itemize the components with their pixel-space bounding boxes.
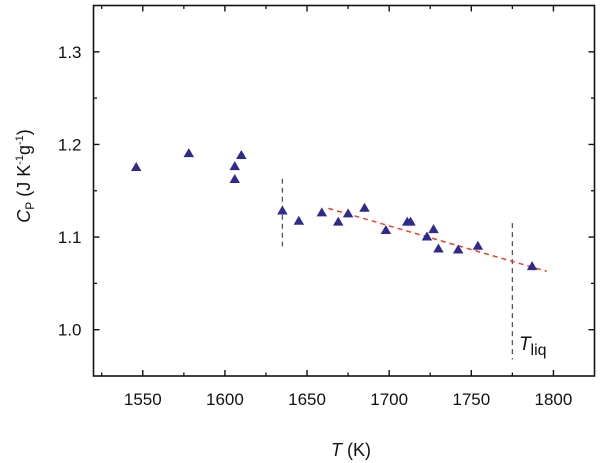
y-axis-ticks: 1.0 1.1 1.2 1.3	[58, 43, 595, 340]
triangle-marker-icon	[405, 216, 416, 226]
linear-fit-line	[328, 207, 548, 273]
x-axis-title: T (K)	[331, 440, 371, 460]
y-tick-label: 1.2	[58, 135, 82, 154]
triangle-marker-icon	[428, 224, 439, 234]
x-tick-label: 1600	[206, 390, 244, 409]
triangle-marker-icon	[183, 148, 195, 158]
triangle-marker-icon	[293, 215, 305, 225]
y-tick-label: 1.3	[58, 43, 82, 62]
triangle-marker-icon	[472, 240, 484, 250]
data-points	[130, 148, 538, 271]
triangle-marker-icon	[421, 231, 433, 241]
annotations: Tliq	[519, 334, 547, 359]
fit-line	[328, 207, 548, 273]
triangle-marker-icon	[433, 243, 444, 253]
tliq-label: Tliq	[519, 334, 547, 359]
plot-border	[92, 4, 596, 377]
triangle-marker-icon	[452, 244, 464, 254]
x-tick-label: 1550	[124, 390, 162, 409]
x-axis-ticks: 1550 1600 1650 1700 1750 1800	[101, 5, 573, 409]
x-tick-label: 1800	[535, 390, 573, 409]
triangle-marker-icon	[236, 149, 247, 159]
triangle-marker-icon	[526, 261, 538, 271]
triangle-marker-icon	[359, 202, 370, 212]
plot-frame	[92, 4, 596, 377]
triangle-marker-icon	[333, 216, 344, 226]
triangle-marker-icon	[130, 162, 142, 172]
triangle-marker-icon	[342, 208, 354, 218]
triangle-marker-icon	[277, 205, 288, 215]
triangle-marker-icon	[229, 161, 241, 171]
reference-dashed-lines	[281, 178, 514, 360]
x-tick-label: 1750	[452, 390, 490, 409]
x-tick-label: 1650	[288, 390, 326, 409]
x-tick-label: 1700	[370, 390, 408, 409]
triangle-marker-icon	[229, 174, 241, 184]
y-tick-label: 1.0	[58, 321, 82, 340]
triangle-marker-icon	[380, 224, 392, 234]
triangle-marker-icon	[316, 207, 328, 217]
y-tick-label: 1.1	[58, 228, 82, 247]
y-axis-title: CP (J K-1g-1)	[14, 129, 37, 223]
